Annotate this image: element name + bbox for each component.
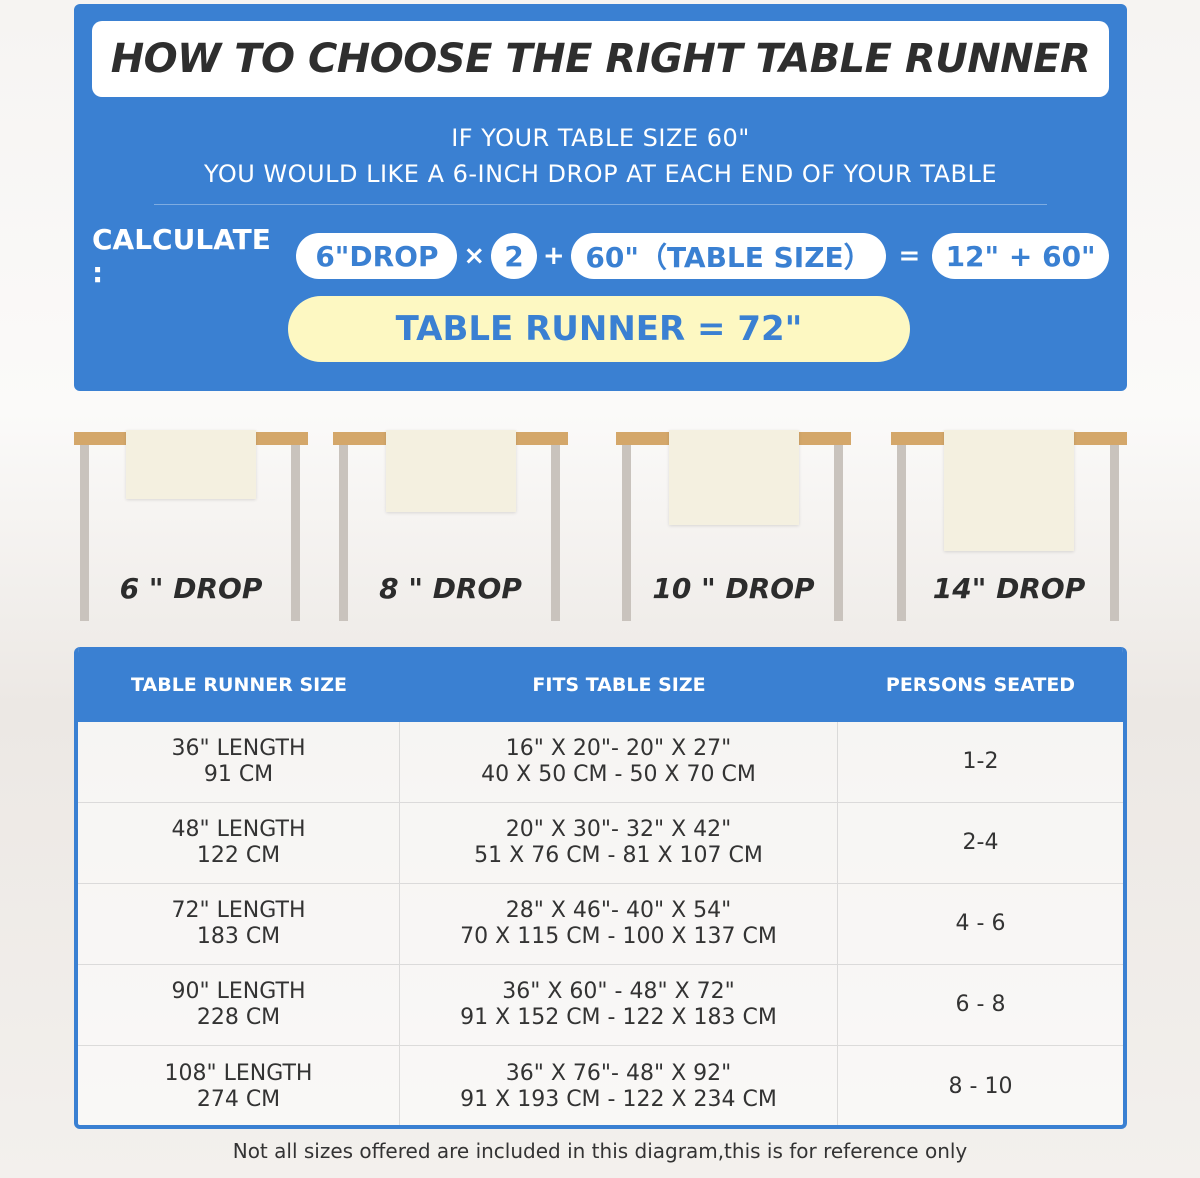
table-runner xyxy=(126,430,256,499)
drop-label: 10 " DROP xyxy=(652,572,815,605)
table-row: 36" LENGTH 91 CM 16" X 20"- 20" X 27" 40 X… xyxy=(78,722,1123,803)
fits-cm: 51 X 76 CM - 81 X 107 CM xyxy=(474,843,763,868)
table-leg xyxy=(291,445,300,621)
size-cm: 183 CM xyxy=(196,924,281,949)
calculation-row: CALCULATE : 6"DROP × 2 + 60"（TABLE SIZE）… xyxy=(92,223,1109,289)
table-leg xyxy=(80,445,89,621)
times-sign: × xyxy=(463,241,486,271)
persons-cell: 4 - 6 xyxy=(838,884,1123,964)
table-header: TABLE RUNNER SIZE FITS TABLE SIZE PERSON… xyxy=(78,647,1123,722)
size-table: TABLE RUNNER SIZE FITS TABLE SIZE PERSON… xyxy=(74,647,1127,1129)
intro-line-1: IF YOUR TABLE SIZE 60" xyxy=(451,124,750,152)
fits-inches: 20" X 30"- 32" X 42" xyxy=(505,817,732,842)
size-inches: 48" LENGTH xyxy=(171,817,306,842)
table-drop-illustration: 14" DROP xyxy=(891,430,1127,625)
calculation-panel: HOW TO CHOOSE THE RIGHT TABLE RUNNER IF … xyxy=(74,4,1127,391)
fits-cm: 70 X 115 CM - 100 X 137 CM xyxy=(460,924,777,949)
table-leg xyxy=(622,445,631,621)
table-drop-illustration: 8 " DROP xyxy=(333,430,568,625)
size-cm: 122 CM xyxy=(196,843,281,868)
persons-seated: 1-2 xyxy=(962,749,999,774)
fits-inches: 28" X 46"- 40" X 54" xyxy=(505,898,732,923)
equals-sign: = xyxy=(898,241,921,271)
runner-size-cell: 48" LENGTH 122 CM xyxy=(78,803,400,883)
header-fits-table: FITS TABLE SIZE xyxy=(532,673,706,696)
table-leg xyxy=(897,445,906,621)
runner-size-cell: 72" LENGTH 183 CM xyxy=(78,884,400,964)
table-runner xyxy=(385,430,516,512)
fits-table-cell: 36" X 76"- 48" X 92" 91 X 193 CM - 122 X … xyxy=(400,1046,838,1125)
persons-cell: 2-4 xyxy=(838,803,1123,883)
fits-table-cell: 20" X 30"- 32" X 42" 51 X 76 CM - 81 X 10… xyxy=(400,803,838,883)
persons-seated: 2-4 xyxy=(962,830,999,855)
drop-label: 14" DROP xyxy=(932,572,1086,605)
persons-cell: 8 - 10 xyxy=(838,1046,1123,1125)
drop-label: 8 " DROP xyxy=(379,572,522,605)
table-row: 48" LENGTH 122 CM 20" X 30"- 32" X 42" 51 … xyxy=(78,803,1123,884)
persons-cell: 6 - 8 xyxy=(838,965,1123,1045)
intro-line-2: YOU WOULD LIKE A 6-INCH DROP AT EACH END… xyxy=(204,160,997,188)
persons-cell: 1-2 xyxy=(838,722,1123,802)
table-drop-illustration: 10 " DROP xyxy=(616,430,851,625)
runner-size-cell: 36" LENGTH 91 CM xyxy=(78,722,400,802)
fits-table-cell: 36" X 60" - 48" X 72" 91 X 152 CM - 122 X… xyxy=(400,965,838,1045)
table-size-pill: 60"（TABLE SIZE） xyxy=(570,233,887,279)
header-persons: PERSONS SEATED xyxy=(885,673,1076,696)
drop-label: 6 " DROP xyxy=(119,572,263,605)
fits-cm: 91 X 193 CM - 122 X 234 CM xyxy=(460,1086,777,1112)
size-cm: 91 CM xyxy=(203,762,274,787)
size-inches: 90" LENGTH xyxy=(171,979,306,1004)
table-row: 90" LENGTH 228 CM 36" X 60" - 48" X 72" 91… xyxy=(78,965,1123,1046)
table-leg xyxy=(551,445,560,621)
persons-seated: 8 - 10 xyxy=(948,1073,1013,1099)
table-row: 72" LENGTH 183 CM 28" X 46"- 40" X 54" 70 … xyxy=(78,884,1123,965)
table-runner xyxy=(944,430,1074,551)
persons-seated: 6 - 8 xyxy=(955,992,1006,1017)
calculate-label: CALCULATE : xyxy=(92,223,271,289)
footnote: Not all sizes offered are included in th… xyxy=(232,1139,968,1163)
size-inches: 36" LENGTH xyxy=(171,736,306,761)
fits-inches: 36" X 76"- 48" X 92" xyxy=(505,1060,732,1086)
size-inches: 108" LENGTH xyxy=(164,1060,313,1086)
persons-seated: 4 - 6 xyxy=(955,911,1006,936)
table-runner xyxy=(668,430,799,525)
fits-table-cell: 28" X 46"- 40" X 54" 70 X 115 CM - 100 X … xyxy=(400,884,838,964)
table-drop-illustration: 6 " DROP xyxy=(74,430,308,625)
fits-table-cell: 16" X 20"- 20" X 27" 40 X 50 CM - 50 X 70… xyxy=(400,722,838,802)
result-pill: TABLE RUNNER = 72" xyxy=(288,296,910,362)
header-runner-size: TABLE RUNNER SIZE xyxy=(131,673,347,696)
divider xyxy=(154,204,1047,205)
size-cm: 228 CM xyxy=(196,1005,281,1030)
runner-size-cell: 90" LENGTH 228 CM xyxy=(78,965,400,1045)
page-title: HOW TO CHOOSE THE RIGHT TABLE RUNNER xyxy=(92,21,1109,97)
multiplier-pill: 2 xyxy=(491,233,537,279)
fits-cm: 91 X 152 CM - 122 X 183 CM xyxy=(460,1005,777,1030)
size-cm: 274 CM xyxy=(196,1086,281,1112)
table-leg xyxy=(1110,445,1119,621)
runner-size-cell: 108" LENGTH 274 CM xyxy=(78,1046,400,1125)
sum-pill: 12" + 60" xyxy=(932,233,1109,279)
fits-cm: 40 X 50 CM - 50 X 70 CM xyxy=(481,762,756,787)
table-leg xyxy=(339,445,348,621)
plus-sign: + xyxy=(542,241,565,271)
table-row: 108" LENGTH 274 CM 36" X 76"- 48" X 92" 91… xyxy=(78,1046,1123,1125)
drop-pill: 6"DROP xyxy=(296,233,458,279)
fits-inches: 36" X 60" - 48" X 72" xyxy=(502,979,735,1004)
size-inches: 72" LENGTH xyxy=(171,898,306,923)
fits-inches: 16" X 20"- 20" X 27" xyxy=(505,736,732,761)
table-leg xyxy=(834,445,843,621)
